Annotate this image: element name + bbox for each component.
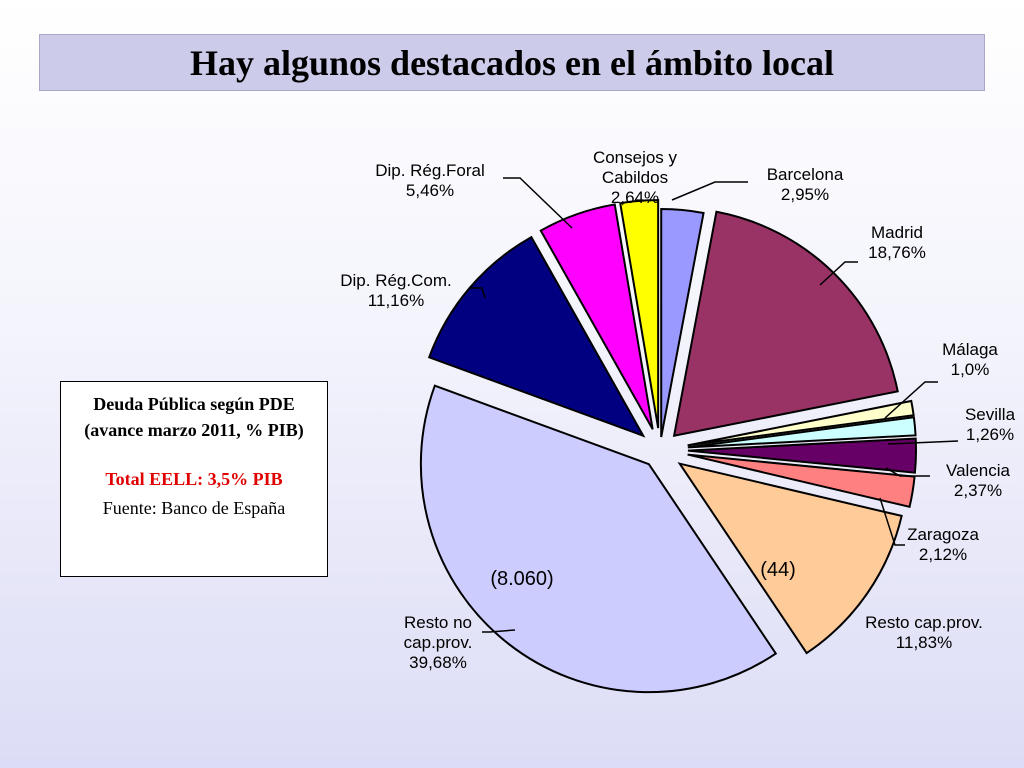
pie-slice: [687, 416, 917, 449]
slice-inner-label: (8.060): [490, 568, 553, 590]
pie-slice: [427, 235, 646, 438]
slice-label: Sevilla 1,26%: [965, 405, 1016, 444]
page-title: Hay algunos destacados en el ámbito loca…: [189, 42, 835, 83]
slice-label: Zaragoza 2,12%: [907, 525, 979, 564]
slice-label: Barcelona 2,95%: [767, 165, 844, 204]
leader-line: [884, 381, 938, 419]
title-bar: Hay algunos destacados en el ámbito loca…: [39, 34, 985, 91]
slice-label: Dip. Rég.Com. 11,16%: [340, 271, 451, 310]
slice-label: Valencia 2,37%: [946, 461, 1010, 500]
leader-line: [671, 181, 748, 201]
info-box-heading: Deuda Pública según PDE (avance marzo 20…: [84, 394, 304, 440]
slice-label: Resto cap.prov. 11,83%: [865, 613, 983, 652]
slice-label: Consejos y Cabildos 2,64%: [593, 148, 678, 207]
leader-line: [819, 261, 858, 286]
leader-line: [887, 440, 959, 445]
pie-slice: [672, 210, 899, 438]
pie-slice: [677, 462, 903, 655]
slice-label: Málaga 1,0%: [942, 340, 998, 379]
info-box-source: Fuente: Banco de España: [102, 498, 286, 518]
pie-slice: [660, 208, 705, 438]
slice-label: Madrid 18,76%: [868, 223, 926, 262]
leader-line: [470, 287, 486, 299]
pie-slice: [687, 437, 917, 474]
pie-slice: [539, 203, 654, 430]
slice-label: Dip. Rég.Foral 5,46%: [375, 161, 485, 200]
leader-line: [482, 629, 516, 633]
slice-inner-label: (44): [760, 559, 796, 581]
leader-line: [879, 497, 905, 546]
info-box-total: Total EELL: 3,5% PIB: [105, 469, 283, 489]
pie-slice: [687, 399, 915, 447]
leader-line: [885, 467, 930, 477]
pie-slice: [619, 199, 660, 429]
info-box: Deuda Pública según PDE (avance marzo 20…: [60, 381, 328, 577]
pie-slice: [419, 384, 778, 694]
slice-label: Resto no cap.prov. 39,68%: [404, 613, 473, 672]
leader-line: [503, 177, 573, 229]
